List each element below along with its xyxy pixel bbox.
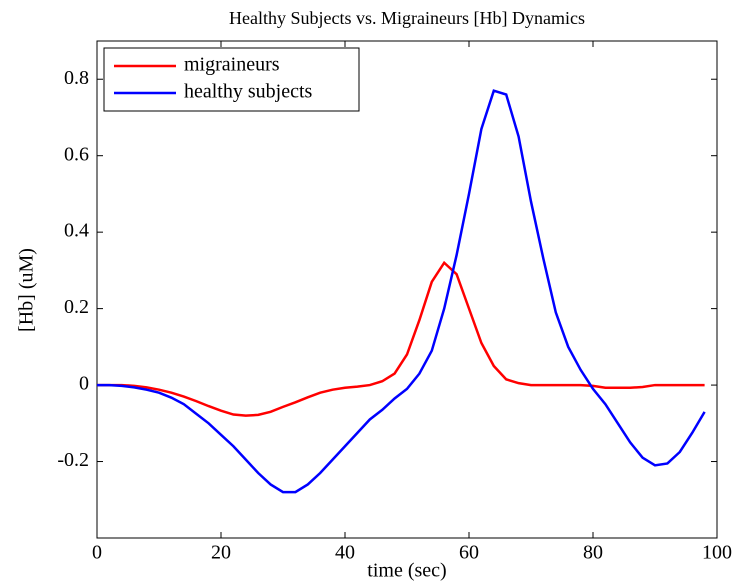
y-tick-label: 0.2 xyxy=(64,296,89,318)
x-tick-label: 0 xyxy=(92,542,102,564)
data-line xyxy=(97,260,705,417)
x-tick-label: 100 xyxy=(702,542,732,564)
x-tick-label: 80 xyxy=(583,542,603,564)
chart-title: Healthy Subjects vs. Migraineurs [Hb] Dy… xyxy=(229,8,585,28)
x-tick-label: 40 xyxy=(335,542,355,564)
data-line xyxy=(97,89,706,494)
y-tick-label: -0.2 xyxy=(57,449,89,471)
y-tick-label: 0.8 xyxy=(64,67,89,89)
y-tick-label: 0 xyxy=(79,373,89,395)
y-tick-label: 0.6 xyxy=(64,143,89,165)
legend-label: healthy subjects xyxy=(184,81,313,103)
x-tick-label: 60 xyxy=(459,542,479,564)
y-axis-label: [Hb] (uM) xyxy=(16,248,38,332)
legend-label: migraineurs xyxy=(184,54,280,76)
x-tick-label: 20 xyxy=(211,542,231,564)
plot-area xyxy=(96,40,718,539)
y-tick-label: 0.4 xyxy=(64,220,89,242)
legend-box xyxy=(103,47,360,112)
x-axis-label: time (sec) xyxy=(367,560,446,582)
